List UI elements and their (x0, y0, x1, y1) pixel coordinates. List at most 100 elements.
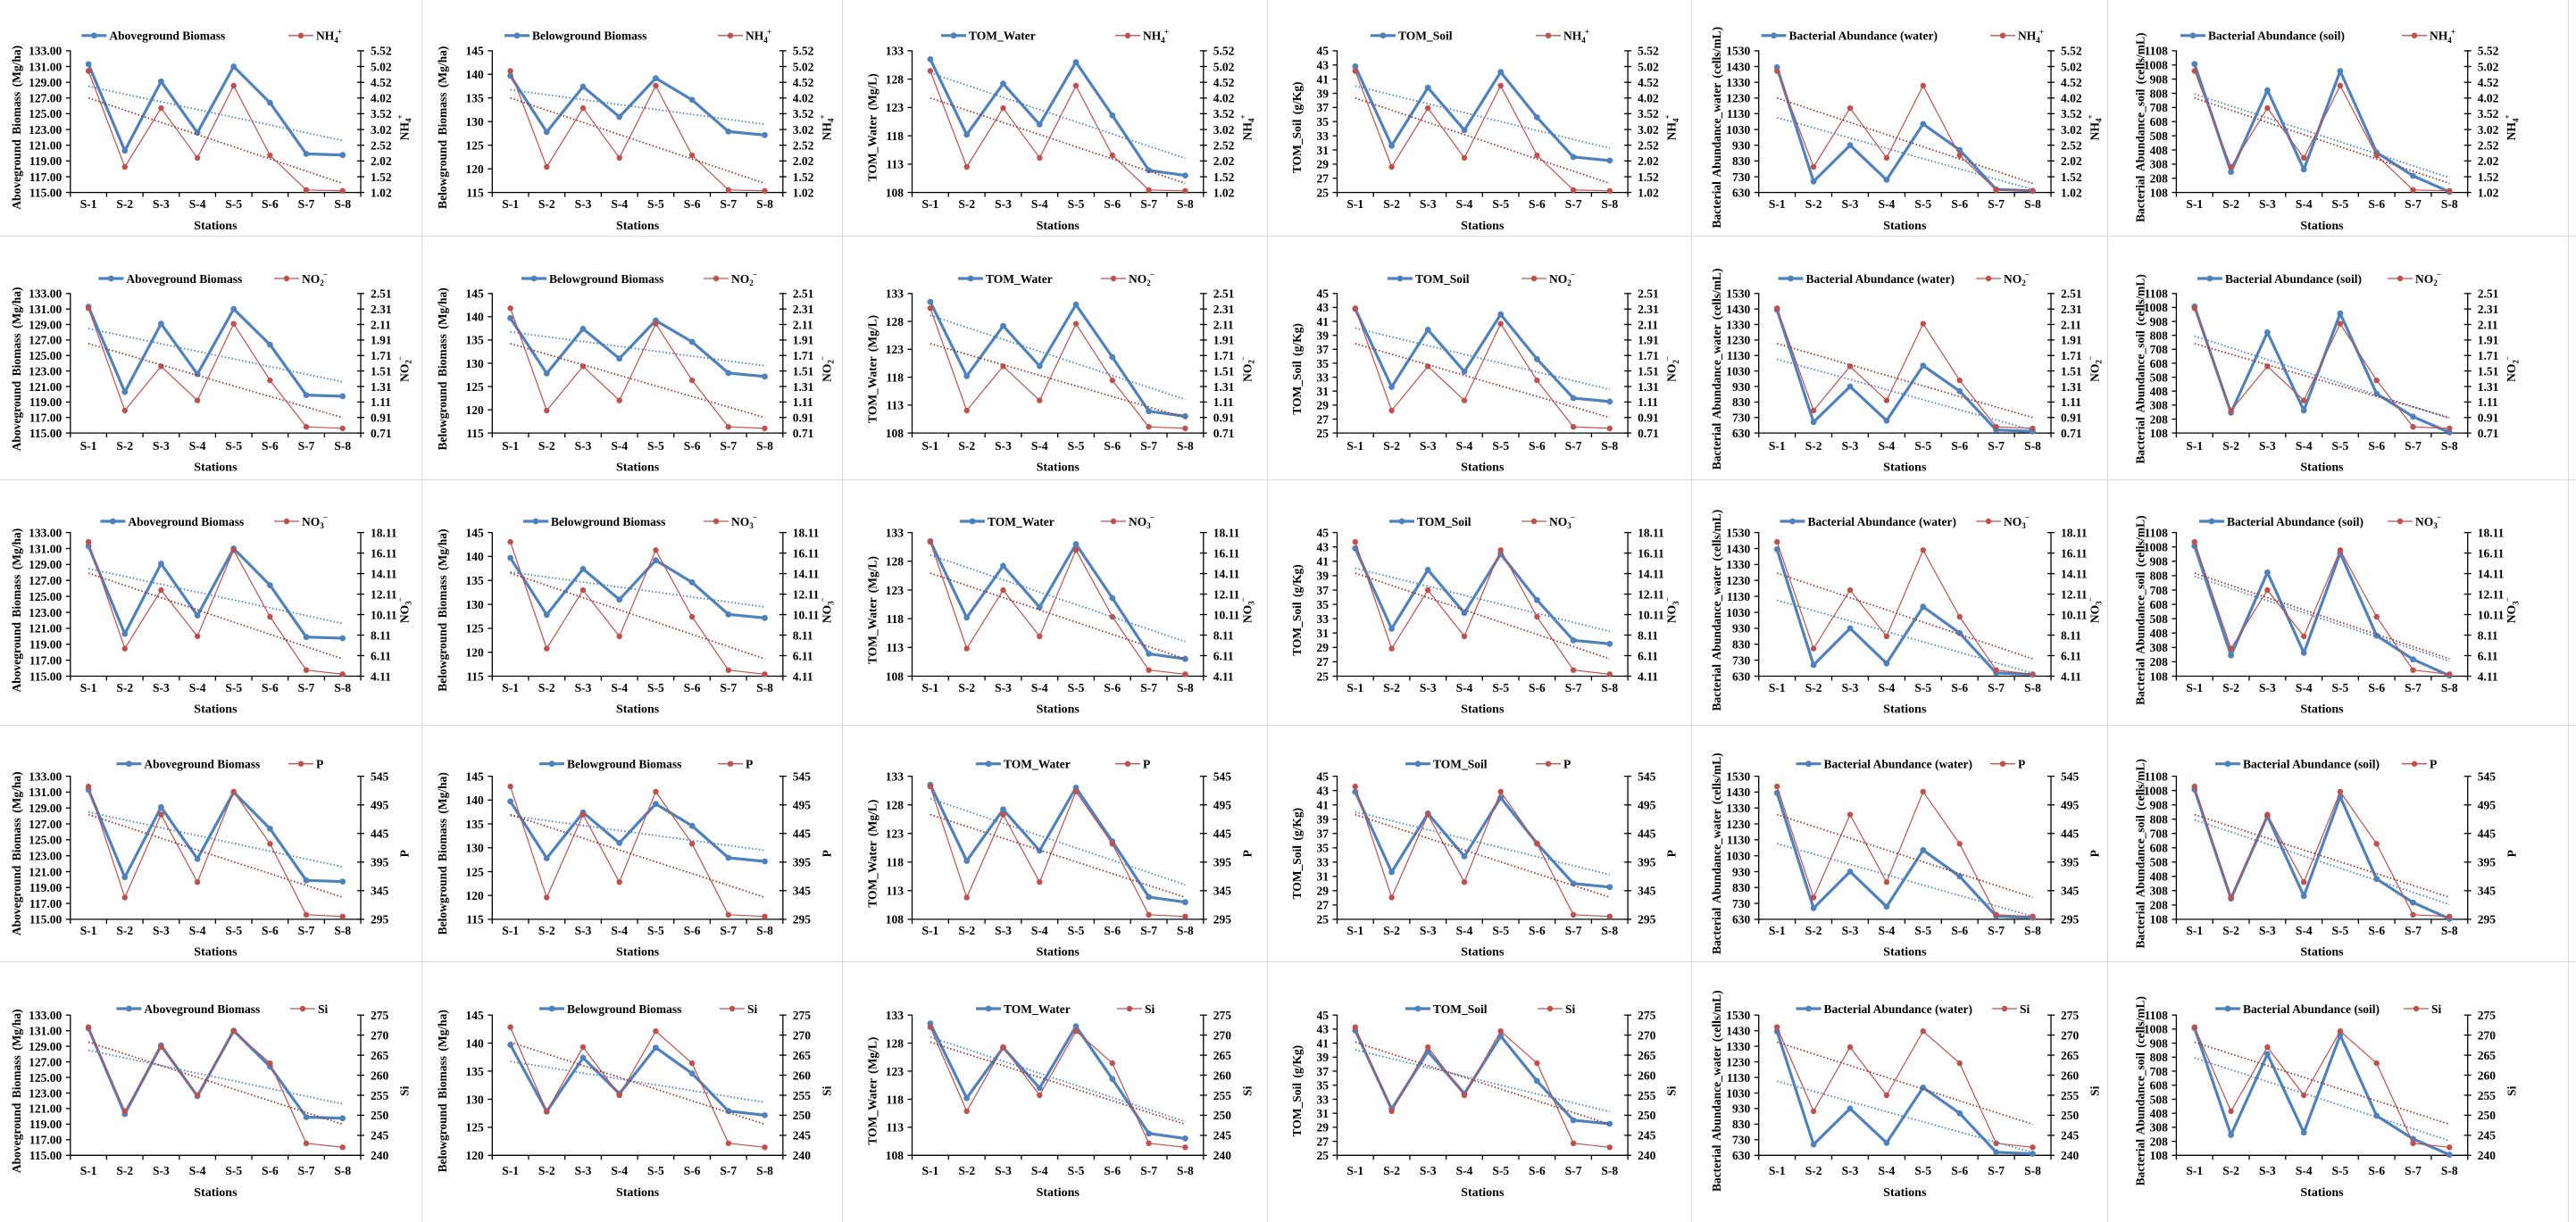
svg-text:S-2: S-2 (116, 439, 133, 453)
svg-text:Bacterial Abundance_water (cel: Bacterial Abundance_water (cells/mL) (1710, 991, 1723, 1193)
svg-text:2.02: 2.02 (793, 154, 814, 168)
svg-text:5.02: 5.02 (1213, 60, 1234, 73)
svg-text:0.91: 0.91 (1213, 411, 1234, 424)
svg-text:37: 37 (1316, 827, 1329, 841)
svg-text:0.91: 0.91 (793, 411, 814, 424)
svg-text:4.02: 4.02 (2478, 92, 2499, 105)
svg-text:TOM_Soil (g/Kg): TOM_Soil (g/Kg) (1289, 808, 1303, 900)
svg-text:Si: Si (2020, 1002, 2030, 1016)
svg-text:260: 260 (793, 1068, 812, 1082)
svg-text:127.00: 127.00 (29, 92, 62, 105)
svg-text:108: 108 (2150, 669, 2169, 683)
svg-text:S-6: S-6 (684, 925, 701, 938)
svg-text:S-4: S-4 (1455, 925, 1472, 938)
svg-text:Bacterial Abundance_soil (cell: Bacterial Abundance_soil (cells/mL) (2134, 759, 2147, 948)
svg-text:133: 133 (885, 770, 904, 784)
svg-text:NH4+: NH4+ (1663, 114, 1680, 140)
svg-text:250: 250 (1638, 1109, 1656, 1122)
svg-text:8.11: 8.11 (371, 628, 391, 642)
svg-text:120: 120 (465, 1149, 484, 1162)
svg-text:NO3−: NO3− (818, 597, 836, 623)
svg-text:S-6: S-6 (1104, 925, 1121, 938)
svg-text:P: P (1143, 758, 1150, 771)
svg-text:S-5: S-5 (1067, 1164, 1084, 1177)
svg-text:115.00: 115.00 (29, 1149, 63, 1162)
svg-text:37: 37 (1316, 101, 1329, 114)
svg-text:27: 27 (1316, 655, 1329, 669)
svg-text:1.91: 1.91 (371, 333, 392, 346)
svg-text:630: 630 (1732, 669, 1751, 683)
svg-text:S-5: S-5 (1915, 197, 1932, 211)
svg-text:S-5: S-5 (1492, 1164, 1509, 1177)
svg-text:117.00: 117.00 (29, 1134, 63, 1147)
svg-text:S-2: S-2 (538, 197, 555, 211)
svg-text:730: 730 (1732, 653, 1751, 667)
svg-text:129.00: 129.00 (29, 558, 62, 571)
svg-text:245: 245 (2478, 1129, 2497, 1143)
svg-text:S-2: S-2 (116, 1164, 133, 1177)
svg-text:Stations: Stations (194, 220, 238, 233)
svg-text:Bacterial Abundance (soil): Bacterial Abundance (soil) (2243, 758, 2380, 771)
svg-text:S-2: S-2 (1383, 439, 1400, 453)
svg-text:Stations: Stations (2301, 1186, 2345, 1200)
svg-text:508: 508 (2150, 856, 2169, 869)
svg-text:S-7: S-7 (298, 1164, 315, 1177)
svg-text:S-1: S-1 (1346, 439, 1363, 453)
svg-text:S-5: S-5 (225, 197, 242, 211)
svg-text:3.52: 3.52 (1213, 107, 1234, 121)
svg-text:S-7: S-7 (2405, 925, 2422, 938)
svg-text:S-7: S-7 (2405, 1164, 2422, 1177)
svg-text:NH4+: NH4+ (746, 27, 771, 45)
svg-text:P: P (2088, 850, 2102, 857)
svg-text:1330: 1330 (1727, 802, 1751, 815)
svg-text:119.00: 119.00 (29, 637, 63, 651)
svg-text:1430: 1430 (1727, 303, 1751, 316)
svg-text:S-7: S-7 (1140, 925, 1157, 938)
svg-text:S-1: S-1 (502, 1164, 519, 1177)
svg-text:250: 250 (1213, 1109, 1231, 1122)
svg-text:S-7: S-7 (1988, 925, 2005, 938)
svg-text:113: 113 (886, 398, 904, 411)
svg-text:S-8: S-8 (756, 925, 773, 938)
svg-text:16.11: 16.11 (371, 546, 397, 560)
svg-text:123: 123 (885, 583, 904, 596)
svg-text:123.00: 123.00 (29, 605, 62, 619)
svg-text:NO2−: NO2− (2004, 270, 2030, 287)
svg-text:S-4: S-4 (2296, 925, 2313, 938)
svg-text:2.51: 2.51 (1213, 287, 1234, 300)
svg-text:TOM_Water: TOM_Water (1004, 1002, 1071, 1016)
svg-text:1530: 1530 (1727, 1009, 1751, 1022)
svg-text:0.71: 0.71 (2478, 427, 2499, 440)
svg-text:S-6: S-6 (1529, 925, 1546, 938)
svg-text:135: 135 (465, 1065, 484, 1078)
svg-text:1.11: 1.11 (1638, 395, 1658, 409)
svg-text:123.00: 123.00 (29, 364, 62, 378)
svg-text:31: 31 (1316, 144, 1329, 157)
svg-text:408: 408 (2150, 627, 2169, 640)
svg-text:S-4: S-4 (1455, 439, 1472, 453)
svg-text:S-1: S-1 (502, 197, 519, 211)
svg-text:6.11: 6.11 (371, 649, 391, 662)
svg-text:Stations: Stations (194, 461, 238, 474)
svg-text:6.11: 6.11 (1638, 649, 1658, 662)
svg-text:1.11: 1.11 (1213, 395, 1233, 409)
svg-text:123: 123 (885, 827, 904, 841)
svg-text:TOM_Soil: TOM_Soil (1433, 1002, 1488, 1016)
svg-text:135: 135 (465, 92, 484, 105)
svg-text:Bacterial Abundance_soil (cell: Bacterial Abundance_soil (cells/mL) (2133, 515, 2147, 705)
svg-text:930: 930 (1732, 1102, 1751, 1116)
svg-text:S-8: S-8 (2024, 680, 2041, 694)
svg-text:29: 29 (1316, 1121, 1329, 1135)
svg-text:S-2: S-2 (1383, 197, 1400, 211)
svg-text:NO2−: NO2− (2415, 270, 2441, 287)
svg-text:495: 495 (371, 799, 389, 812)
svg-text:108: 108 (2150, 1149, 2169, 1162)
svg-text:41: 41 (1316, 315, 1329, 328)
svg-text:129.00: 129.00 (29, 76, 62, 89)
svg-text:S-8: S-8 (1177, 197, 1194, 211)
svg-text:395: 395 (371, 856, 389, 869)
svg-text:495: 495 (2061, 799, 2080, 812)
svg-text:Belowground Biomass: Belowground Biomass (532, 29, 646, 43)
svg-text:43: 43 (1316, 1023, 1329, 1036)
svg-text:125.00: 125.00 (29, 1071, 62, 1085)
